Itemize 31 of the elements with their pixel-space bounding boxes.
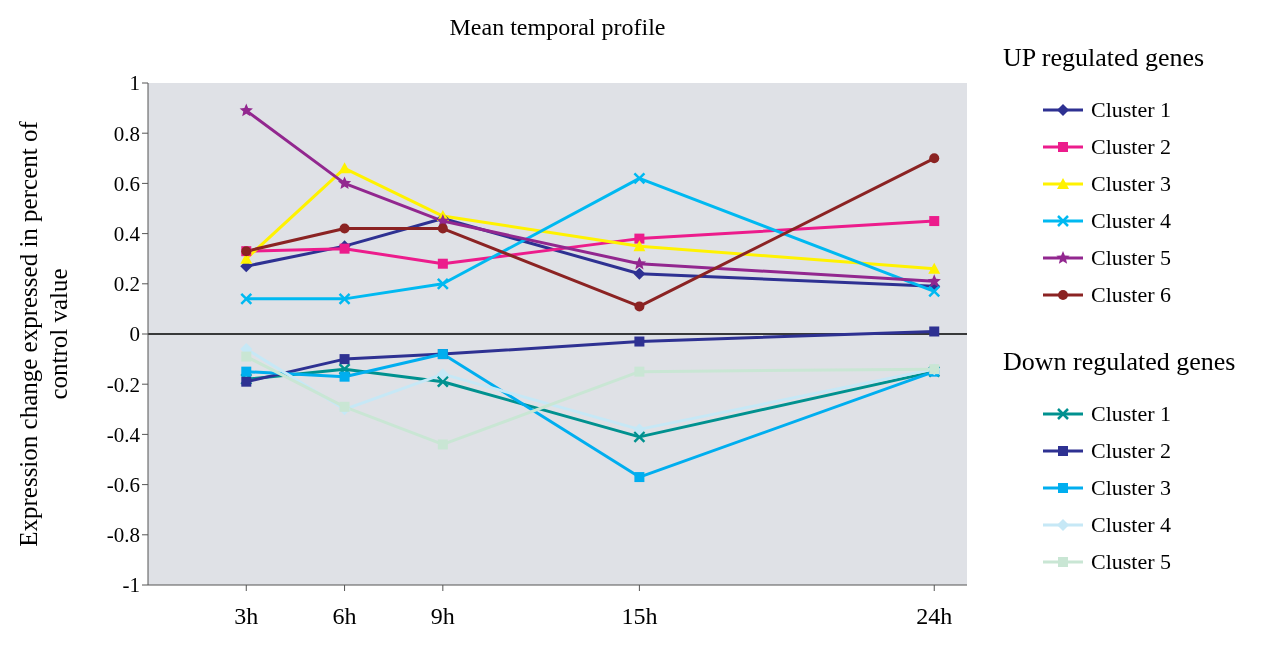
y-tick-label: 0.8 [113, 121, 140, 146]
chart-title: Mean temporal profile [448, 14, 667, 41]
legend-label: Cluster 5 [1091, 548, 1172, 575]
y-tick-label: 1 [129, 71, 140, 96]
x-tick-label: 3h [234, 603, 259, 630]
y-tick-label: 0 [129, 322, 140, 347]
legend-label: Cluster 5 [1091, 244, 1172, 271]
y-tick-label: -0.2 [106, 372, 140, 397]
legend-label: Cluster 4 [1091, 511, 1172, 538]
legend-label: Cluster 2 [1091, 437, 1172, 464]
y-tick-label: -1 [122, 573, 140, 598]
x-tick-label: 9h [430, 603, 455, 630]
text: Down regulated genes [1003, 347, 1236, 377]
legend-label: Cluster 3 [1091, 170, 1172, 197]
y-tick-label: -0.6 [106, 473, 140, 498]
legend-label: Cluster 1 [1091, 96, 1172, 123]
x-tick-label: 6h [332, 603, 357, 630]
y-tick-label: -0.4 [106, 422, 141, 447]
legend-label: Cluster 1 [1091, 400, 1172, 427]
x-tick-label: 15h [621, 603, 658, 630]
legend-label: Cluster 2 [1091, 133, 1172, 160]
y-tick-label: 0.6 [113, 171, 140, 196]
y-tick-label: 0.2 [113, 272, 140, 297]
x-tick-label: 24h [916, 603, 953, 630]
y-axis-title: Expression change expressed in percent of control value [14, 120, 73, 549]
legend-label: Cluster 4 [1091, 207, 1172, 234]
y-tick-label: -0.8 [106, 523, 140, 548]
legend-title: UP regulated genes [1003, 43, 1206, 73]
y-tick-label: 0.4 [113, 222, 141, 247]
legend-label: Cluster 3 [1091, 474, 1172, 501]
legend-label: Cluster 6 [1091, 281, 1172, 308]
